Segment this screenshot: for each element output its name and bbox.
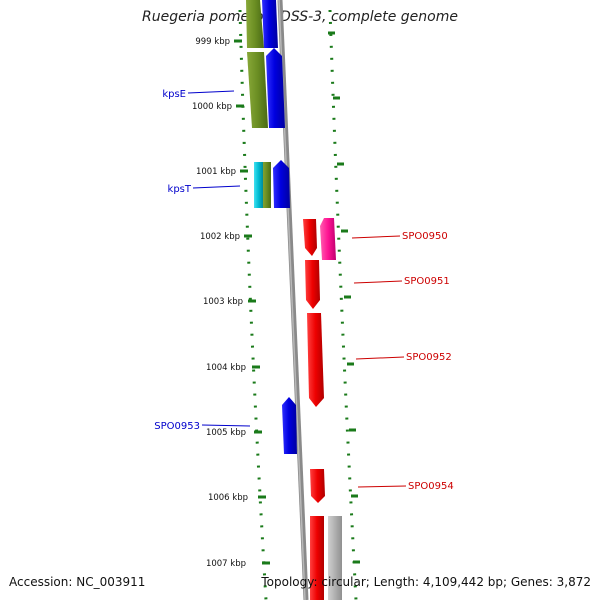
gene-blue-1: [262, 0, 278, 48]
tick-label: 1001 kbp: [196, 167, 236, 177]
gene-SPO0951: [305, 260, 320, 309]
map-title: Ruegeria pomeroyi DSS-3, complete genome: [142, 9, 458, 25]
genome-backbone: [277, 0, 309, 600]
gene-cyan: [254, 162, 263, 208]
gene-label-SPO0952: SPO0952: [406, 352, 452, 363]
leader-SPO0952: [355, 356, 405, 360]
gene-olive-1: [246, 0, 264, 48]
leader-kpsT: [192, 185, 241, 189]
tick-marks: [234, 39, 270, 565]
leader-SPO0950: [351, 235, 401, 239]
tick-label: 999 kbp: [195, 37, 230, 47]
gene-label-SPO0950: SPO0950: [402, 231, 448, 242]
gene-SPO0952: [307, 313, 324, 407]
tick-label: 1002 kbp: [200, 232, 240, 242]
accession-label: Accession: NC_003911: [9, 575, 146, 589]
gene-magenta: [320, 218, 336, 260]
tick-label: 1007 kbp: [206, 559, 246, 569]
gene-SPO0954: [310, 469, 325, 503]
gene-label-kpsE: kpsE: [162, 89, 186, 100]
tick-label: 1005 kbp: [206, 428, 246, 438]
gene-kpsT: [273, 160, 290, 208]
gene-olive-2: [247, 52, 268, 128]
tick-label: 1006 kbp: [208, 493, 248, 503]
tick-label: 1000 kbp: [192, 102, 232, 112]
tick-label: 1003 kbp: [203, 297, 243, 307]
gene-SPO0953: [282, 397, 297, 454]
topology-label: Topology: circular; Length: 4,109,442 bp…: [261, 575, 591, 589]
gene-red-bottom: [310, 516, 324, 600]
leader-SPO0951: [353, 280, 403, 284]
leader-SPO0953: [201, 424, 251, 427]
gene-olive-3: [262, 162, 271, 208]
leader-kpsE: [187, 90, 235, 94]
gene-label-SPO0953: SPO0953: [154, 421, 200, 432]
gene-SPO0950: [303, 219, 317, 256]
tick-label: 1004 kbp: [206, 363, 246, 373]
gene-kpsE: [266, 48, 285, 128]
tick-marks-right: [328, 31, 360, 564]
leader-SPO0954: [357, 485, 407, 488]
gene-label-SPO0954: SPO0954: [408, 481, 454, 492]
gene-label-SPO0951: SPO0951: [404, 276, 450, 287]
gene-label-kpsT: kpsT: [168, 184, 192, 195]
gene-grey-bottom: [328, 516, 342, 600]
